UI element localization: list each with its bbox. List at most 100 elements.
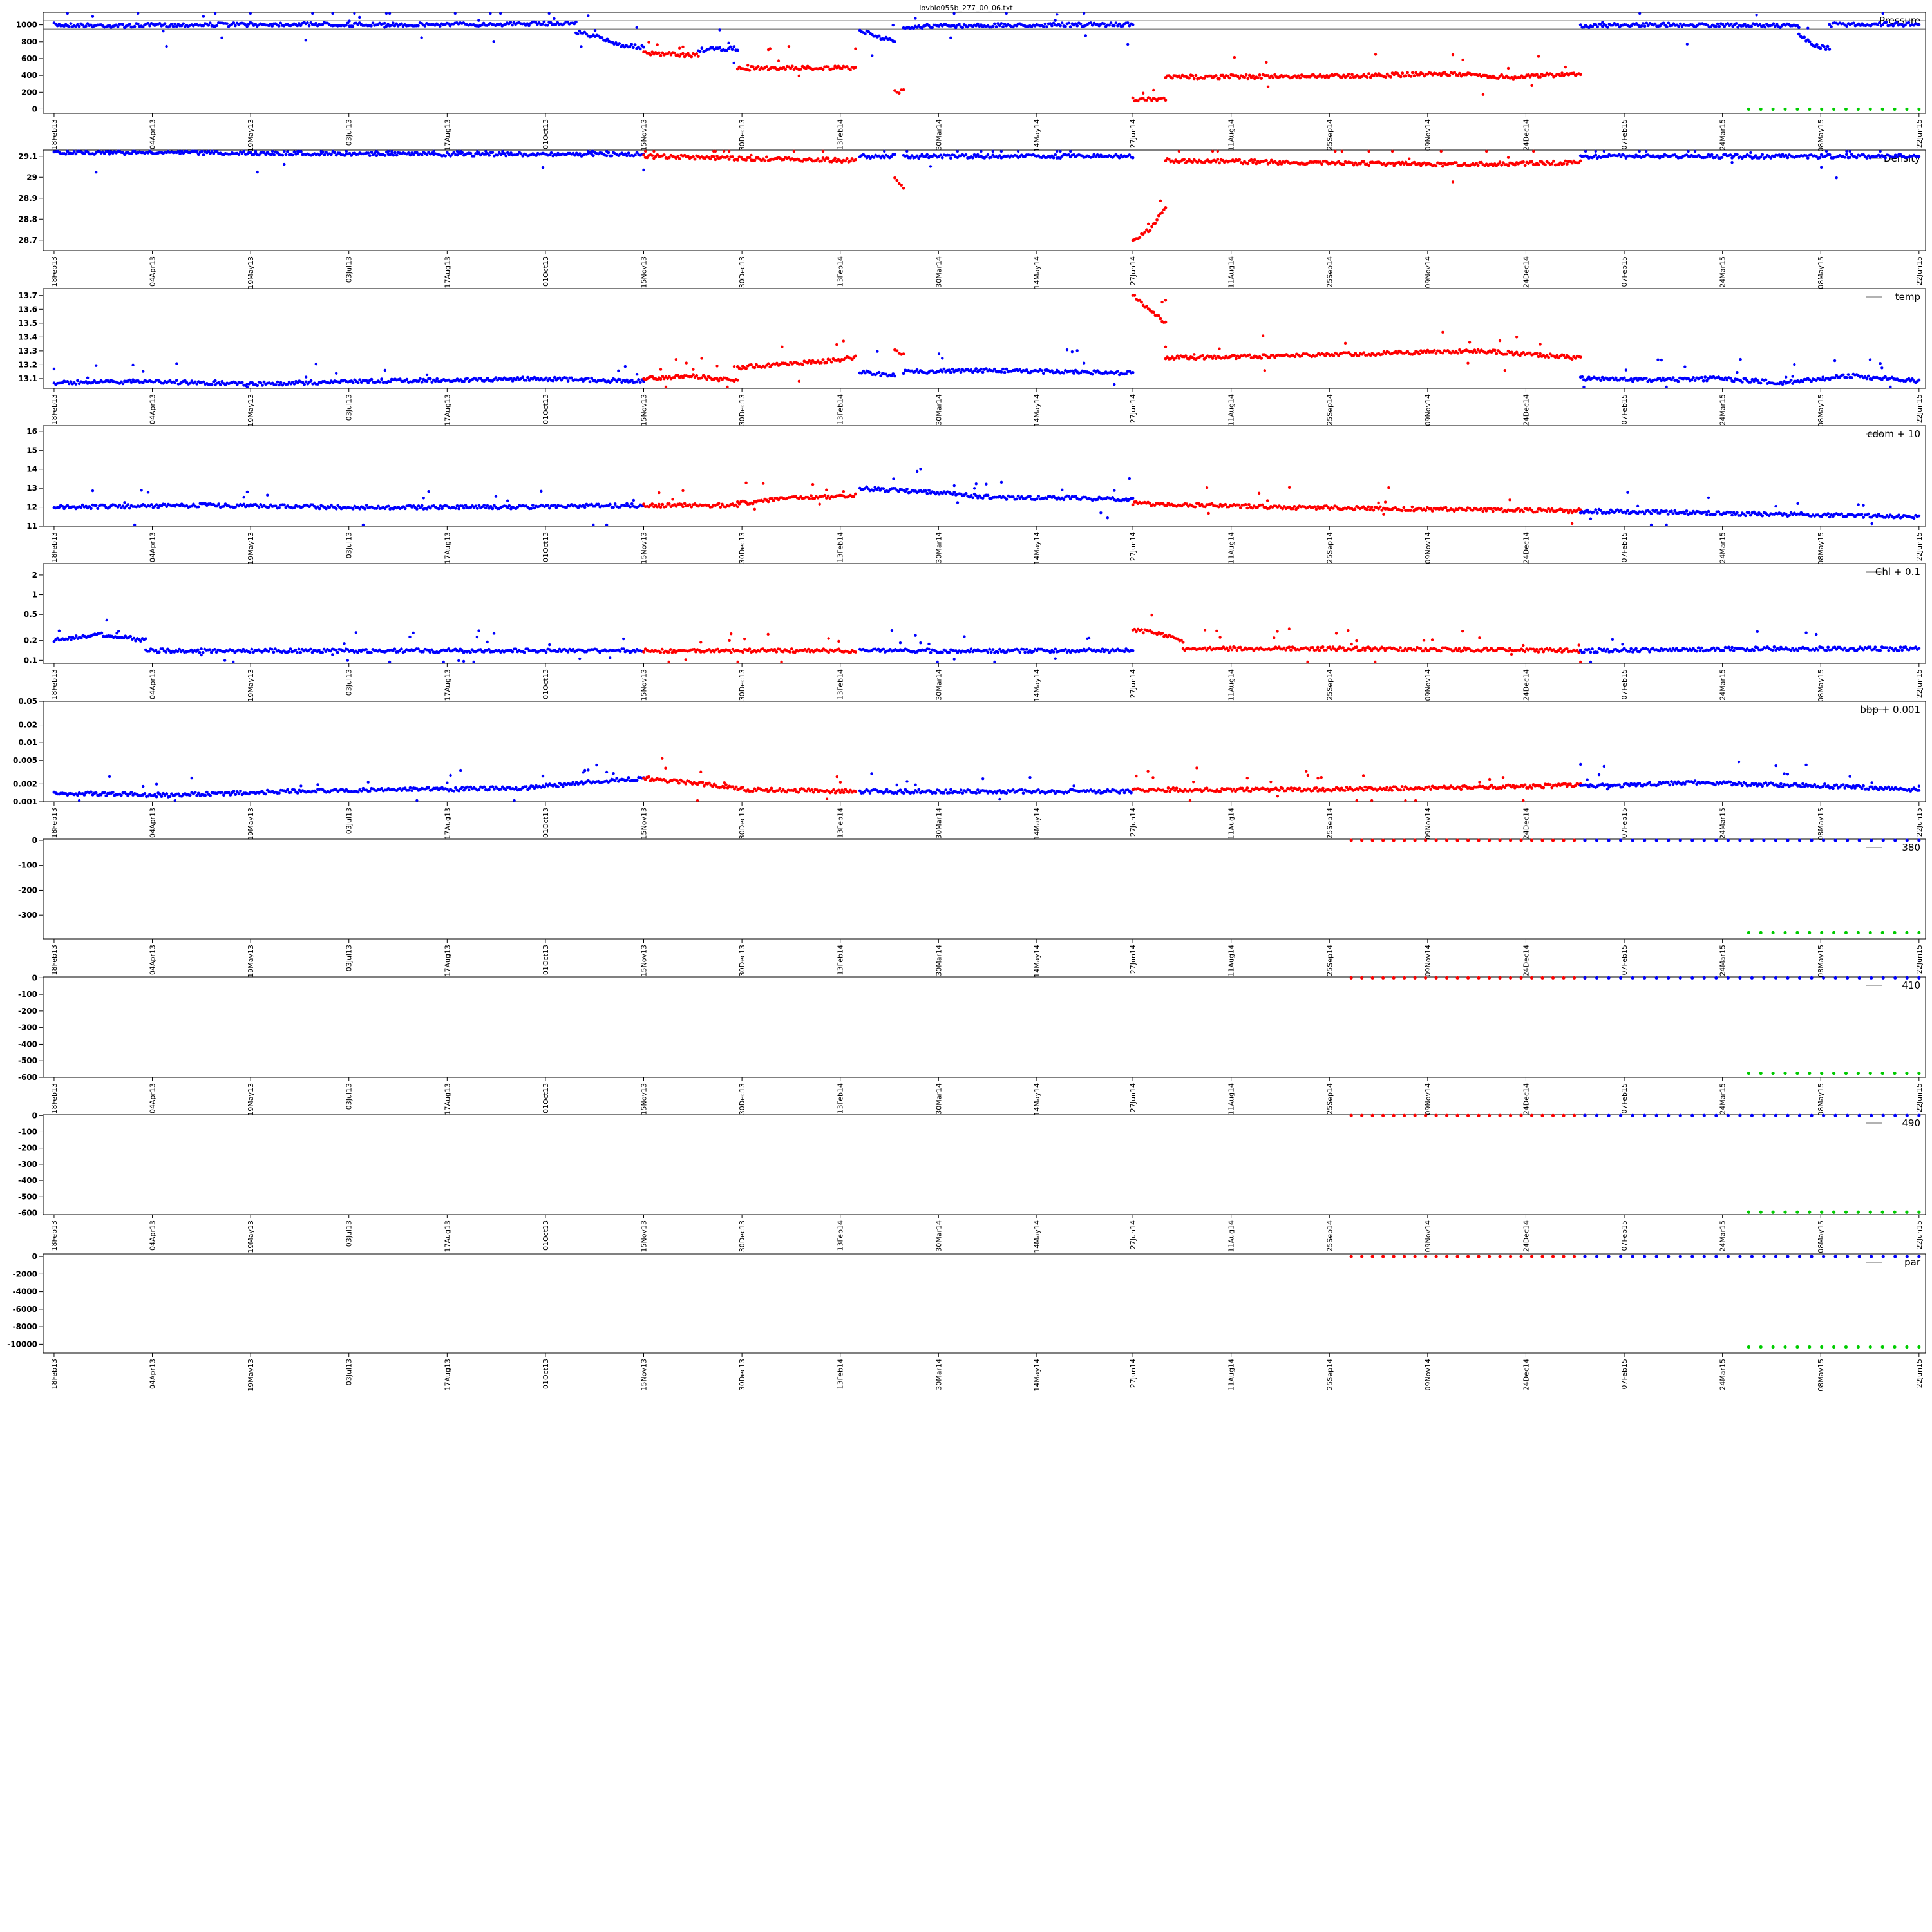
data-point [510,23,514,27]
y-tick-label: 13.1 [18,374,37,383]
data-point [618,378,622,382]
data-point [1747,511,1751,515]
data-point [1245,506,1249,510]
data-point [1247,502,1251,506]
x-tick-label: 01Oct13 [542,119,550,149]
data-point [728,45,732,49]
data-point [876,350,879,353]
data-point [1372,508,1376,512]
data-point [854,47,857,50]
data-point [1835,176,1838,180]
data-point [218,383,222,386]
data-point [1207,511,1210,515]
data-point [1298,76,1302,80]
x-tick-label: 18Feb13 [50,256,59,287]
data-point [1498,339,1502,343]
data-point [1545,509,1549,513]
data-point [1591,25,1595,28]
data-point [976,153,980,156]
data-point [1759,107,1763,111]
data-point [677,55,681,58]
y-tick-label: 29 [26,173,37,182]
y-tick-label: 14 [26,465,37,474]
data-point [162,29,165,33]
data-point [902,186,905,190]
data-point [940,370,944,374]
data-point [1108,23,1111,27]
data-point [214,379,217,383]
x-tick-label: 27Jun14 [1129,532,1137,561]
x-tick-label: 13Feb14 [837,532,845,562]
data-point [824,361,828,365]
x-tick-label: 11Aug14 [1227,119,1236,151]
data-point [821,358,825,362]
data-point [457,507,460,511]
data-point [1707,509,1710,513]
data-point [1148,502,1151,505]
data-point [175,379,178,383]
legend-label: temp [1895,291,1920,303]
data-point [1670,509,1673,513]
x-tick-label: 30Dec13 [738,394,746,426]
data-point [893,176,896,180]
data-point [985,482,988,486]
data-point [1490,507,1493,511]
data-point [415,507,419,511]
data-point [1511,77,1515,80]
data-point [423,24,427,28]
data-point [695,374,699,377]
data-point [1479,507,1483,511]
data-series-blue [52,362,645,389]
data-point [722,149,726,153]
data-point [700,46,704,50]
data-point [732,45,736,48]
data-point [1349,76,1352,79]
data-point [245,385,249,389]
x-tick-label: 22Jun15 [1915,394,1924,423]
data-point [1539,343,1542,346]
data-point [529,507,533,511]
data-point [284,153,288,156]
data-point [735,48,739,52]
data-point [761,482,765,485]
data-point [1748,380,1752,384]
data-point [877,370,881,374]
data-point [854,354,857,358]
data-series-blue [1797,26,1832,52]
data-point [1001,25,1005,29]
data-point [1589,517,1593,520]
data-point [492,40,495,43]
data-point [225,22,229,26]
data-point [1367,164,1370,167]
data-point [66,12,70,15]
data-point [1897,513,1900,517]
data-point [1665,25,1669,28]
data-series-red [735,45,857,78]
data-point [553,17,556,21]
data-point [1003,370,1007,374]
data-point [766,500,770,504]
data-point [1218,161,1221,165]
x-tick-label: 19May13 [247,532,255,565]
data-point [383,368,387,372]
data-series-red [642,41,700,59]
data-point [1141,91,1145,95]
data-point [797,74,801,78]
x-tick-label: 24Dec14 [1522,256,1530,288]
data-point [149,503,153,506]
data-point [249,12,252,15]
data-point [131,363,135,367]
data-point [974,367,978,370]
data-point [541,166,545,169]
data-point [1116,369,1119,373]
data-point [923,489,927,493]
data-point [1072,372,1075,375]
data-point [792,149,796,153]
data-point [1432,348,1436,352]
data-series-red [1164,330,1582,372]
data-point [1804,154,1808,158]
data-series-red [1131,88,1168,103]
data-point [1484,149,1488,153]
data-point [763,159,767,163]
data-point [768,47,772,50]
